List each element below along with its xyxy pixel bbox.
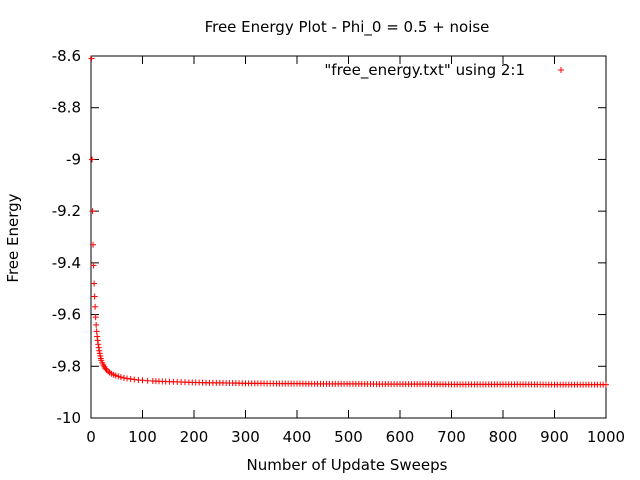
data-point bbox=[98, 357, 105, 364]
data-point bbox=[93, 328, 100, 335]
data-point bbox=[522, 381, 529, 388]
plot-frame bbox=[90, 55, 607, 419]
data-point bbox=[352, 380, 359, 387]
x-tick-label: 900 bbox=[540, 428, 569, 446]
data-points bbox=[88, 55, 609, 388]
y-tick-label: -9.2 bbox=[52, 202, 81, 220]
data-point bbox=[445, 381, 452, 388]
chart-title: Free Energy Plot - Phi_0 = 0.5 + noise bbox=[205, 18, 490, 37]
data-point bbox=[311, 380, 318, 387]
data-point bbox=[471, 381, 478, 388]
data-point bbox=[574, 381, 581, 388]
data-point bbox=[120, 374, 127, 381]
x-tick-label: 200 bbox=[180, 428, 209, 446]
data-point bbox=[93, 321, 100, 328]
legend: "free_energy.txt" using 2:1 bbox=[324, 61, 564, 80]
data-point bbox=[88, 55, 95, 62]
x-tick-label: 300 bbox=[231, 428, 260, 446]
data-point bbox=[96, 347, 103, 354]
data-point bbox=[239, 380, 246, 387]
data-point bbox=[102, 365, 109, 372]
x-tick-label: 1000 bbox=[587, 428, 625, 446]
data-point bbox=[226, 380, 233, 387]
data-point bbox=[89, 156, 96, 163]
x-tick-label: 700 bbox=[437, 428, 466, 446]
data-point bbox=[139, 377, 146, 384]
x-tick-label: 400 bbox=[283, 428, 312, 446]
data-point bbox=[95, 344, 102, 351]
data-point bbox=[96, 350, 103, 357]
x-tick-label: 100 bbox=[128, 428, 157, 446]
data-point bbox=[291, 380, 298, 387]
legend-plus-icon bbox=[558, 67, 564, 73]
data-point bbox=[94, 337, 101, 344]
y-tick-label: -9.8 bbox=[52, 357, 81, 375]
data-point bbox=[90, 241, 97, 248]
data-point bbox=[124, 375, 131, 382]
y-tick-label: -9 bbox=[66, 150, 81, 168]
data-point bbox=[192, 379, 199, 386]
x-tick-label: 600 bbox=[386, 428, 415, 446]
y-tick-label: -8.6 bbox=[52, 47, 81, 65]
data-point bbox=[600, 381, 607, 388]
data-point bbox=[92, 303, 99, 310]
data-point bbox=[115, 373, 122, 380]
data-point bbox=[94, 333, 101, 340]
data-point bbox=[394, 381, 401, 388]
data-point bbox=[92, 314, 99, 321]
data-point bbox=[497, 381, 504, 388]
data-point bbox=[213, 379, 220, 386]
x-tick-label: 800 bbox=[489, 428, 518, 446]
data-point bbox=[254, 380, 261, 387]
y-tick-label: -10 bbox=[57, 409, 82, 427]
data-point bbox=[270, 380, 277, 387]
data-point bbox=[419, 381, 426, 388]
y-tick-label: -9.6 bbox=[52, 306, 81, 324]
data-point bbox=[117, 374, 124, 381]
data-point bbox=[90, 262, 97, 269]
data-point bbox=[332, 380, 339, 387]
data-point bbox=[91, 280, 98, 287]
y-axis-label: Free Energy bbox=[4, 193, 22, 282]
data-point bbox=[97, 352, 104, 359]
data-point bbox=[89, 208, 96, 215]
x-tick-label: 0 bbox=[86, 428, 96, 446]
x-tick-label: 500 bbox=[334, 428, 363, 446]
y-tick-label: -8.8 bbox=[52, 99, 81, 117]
x-axis: 0 100 200 300 400 500 600 700 800 900 1000 bbox=[86, 56, 625, 446]
data-point bbox=[144, 377, 151, 384]
y-tick-label: -9.4 bbox=[52, 254, 81, 272]
data-point bbox=[548, 381, 555, 388]
data-point bbox=[203, 379, 210, 386]
data-point bbox=[159, 378, 166, 385]
data-point bbox=[181, 379, 188, 386]
legend-marker bbox=[558, 67, 564, 73]
data-point bbox=[127, 375, 134, 382]
legend-label: "free_energy.txt" using 2:1 bbox=[324, 61, 525, 80]
x-axis-label: Number of Update Sweeps bbox=[247, 456, 448, 474]
data-point bbox=[95, 341, 102, 348]
data-point bbox=[91, 293, 98, 300]
y-axis: -8.6 -8.8 -9 -9.2 -9.4 -9.6 -9.8 -10 bbox=[52, 47, 606, 427]
data-point bbox=[152, 378, 159, 385]
data-point bbox=[174, 378, 181, 385]
data-point bbox=[373, 381, 380, 388]
data-point bbox=[166, 378, 173, 385]
data-point bbox=[131, 376, 138, 383]
data-point bbox=[112, 372, 119, 379]
